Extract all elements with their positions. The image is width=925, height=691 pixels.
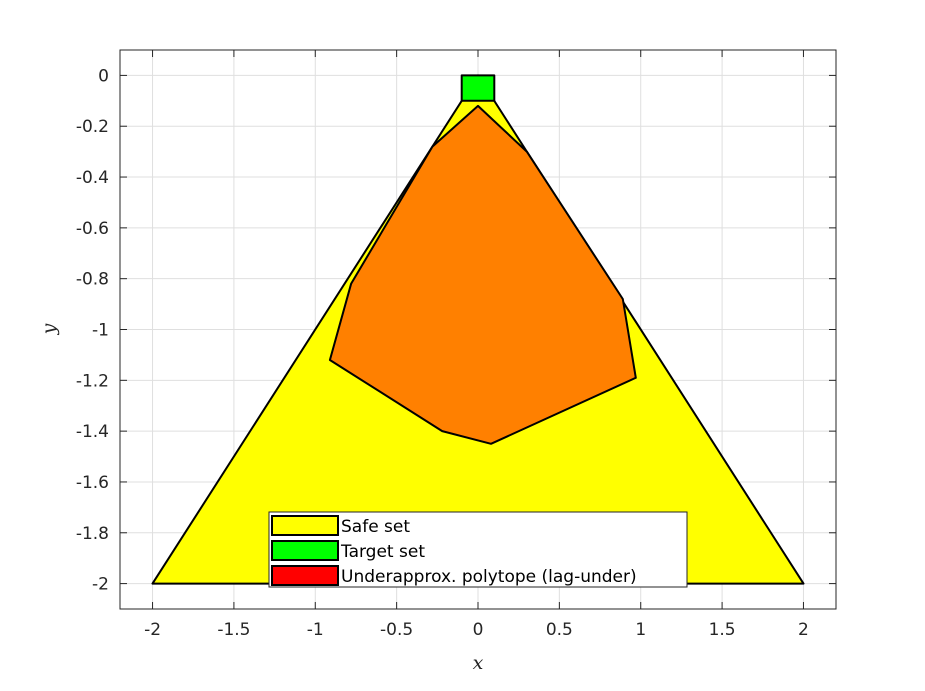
x-tick-label: 2 (798, 620, 809, 640)
y-tick-label: 0 (98, 66, 109, 86)
legend-swatch-underapprox-polytope (271, 565, 339, 586)
x-tick-label: 0 (473, 620, 484, 640)
legend-label-safe-set: Safe set (341, 517, 410, 537)
y-tick-label: -0.8 (76, 270, 109, 290)
y-tick-label: -0.6 (76, 219, 109, 239)
y-tick-label: -1.4 (76, 422, 109, 442)
x-tick-label: -0.5 (380, 620, 413, 640)
x-axis-label: x (473, 652, 484, 674)
y-tick-label: -0.4 (76, 168, 109, 188)
x-tick-label: -2 (144, 620, 161, 640)
target-set-polygon (460, 74, 496, 102)
y-tick-label: -1.6 (76, 473, 109, 493)
ticks: -2 -1.5 -1 -0.5 0 0.5 1 1.5 2 0 -0.2 -0.4 -0.6 -0.8 -1… (76, 50, 836, 640)
x-tick-label: 0.5 (546, 620, 573, 640)
x-tick-label: 1.5 (709, 620, 736, 640)
y-axis-label: y (38, 323, 60, 335)
legend-label-underapprox-polytope: Underapprox. polytope (lag-under) (341, 567, 637, 587)
y-tick-label: -1.8 (76, 524, 109, 544)
y-tick-label: -1 (92, 321, 109, 341)
x-tick-label: 1 (635, 620, 646, 640)
legend-swatch-safe-set (271, 515, 339, 536)
underapprox-polytope-polygon (328, 104, 637, 445)
legend-swatch-target-set (271, 540, 339, 561)
x-tick-label: -1 (307, 620, 324, 640)
legend: Safe set Target set Underapprox. polytop… (268, 511, 688, 588)
x-tick-label: -1.5 (217, 620, 250, 640)
polygons (151, 74, 805, 585)
y-tick-label: -2 (92, 575, 109, 595)
y-tick-label: -1.2 (76, 371, 109, 391)
legend-label-target-set: Target set (340, 542, 425, 562)
y-tick-label: -0.2 (76, 117, 109, 137)
